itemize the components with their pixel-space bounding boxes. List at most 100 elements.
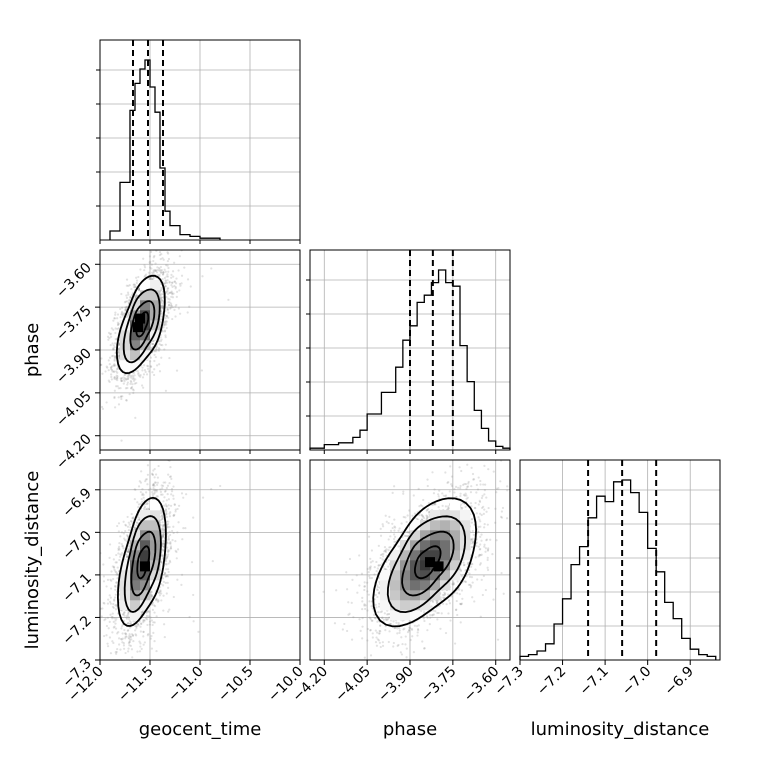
sample-point (135, 634, 138, 637)
sample-point (115, 553, 118, 557)
sample-point (168, 475, 172, 478)
sample-point (167, 301, 170, 304)
sample-point (119, 637, 123, 641)
sample-point (119, 648, 122, 651)
sample-point (125, 294, 128, 297)
sample-point (117, 530, 120, 533)
sample-point (105, 401, 108, 404)
sample-point (160, 293, 163, 296)
sample-point (160, 514, 164, 517)
sample-point (127, 376, 130, 379)
sample-point (146, 364, 149, 367)
sample-point (127, 647, 130, 650)
sample-point (167, 520, 170, 523)
sample-point (153, 268, 156, 272)
sample-point (161, 278, 164, 281)
sample-point (139, 375, 142, 378)
sample-point (166, 292, 170, 295)
sample-point (151, 472, 154, 475)
sample-point (141, 376, 145, 379)
sample-point (160, 304, 163, 307)
sample-point (145, 478, 148, 481)
sample-point (166, 287, 169, 290)
sample-point (169, 545, 173, 548)
sample-point (152, 631, 155, 634)
sample-point (161, 516, 165, 519)
sample-point (125, 616, 128, 619)
sample-point (168, 530, 171, 533)
sample-point (165, 314, 168, 317)
sample-point (167, 610, 170, 613)
sample-point (108, 543, 112, 546)
sample-point (165, 505, 168, 508)
sample-point (182, 527, 185, 530)
sample-point (109, 343, 112, 347)
sample-point (123, 301, 127, 304)
sample-point (117, 322, 120, 325)
sample-point (153, 350, 156, 353)
sample-point (127, 642, 131, 645)
sample-point (174, 286, 177, 289)
sample-point (117, 552, 120, 555)
sample-point (132, 389, 135, 392)
sample-point (131, 634, 135, 637)
sample-point (150, 647, 154, 650)
sample-point (150, 250, 153, 253)
sample-point (161, 257, 164, 260)
sample-point (111, 365, 114, 368)
sample-point (137, 371, 140, 375)
sample-point (168, 559, 171, 563)
sample-point (111, 355, 114, 358)
sample-point (227, 298, 230, 301)
sample-point (174, 282, 178, 285)
sample-point (166, 264, 169, 267)
sample-point (210, 487, 213, 491)
sample-point (166, 259, 170, 263)
sample-point (170, 284, 173, 287)
sample-point (135, 381, 138, 385)
sample-point (135, 293, 138, 296)
sample-point (116, 385, 119, 388)
sample-point (153, 359, 156, 363)
sample-point (126, 386, 129, 390)
sample-point (133, 382, 137, 385)
sample-point (117, 631, 120, 634)
sample-point (162, 542, 166, 545)
sample-point (161, 298, 164, 302)
sample-point (159, 493, 163, 496)
sample-point (162, 545, 165, 548)
sample-point (143, 269, 146, 272)
sample-point (119, 555, 122, 558)
sample-point (130, 293, 134, 296)
sample-point (167, 252, 170, 255)
sample-point (135, 625, 138, 628)
sample-point (159, 560, 163, 564)
sample-point (170, 487, 174, 491)
sample-point (164, 285, 167, 288)
sample-point (170, 490, 174, 493)
sample-point (127, 615, 130, 619)
sample-point (162, 523, 165, 527)
sample-point (146, 623, 149, 627)
sample-point (150, 595, 153, 599)
sample-point (164, 389, 168, 392)
sample-point (116, 375, 119, 378)
sample-point (161, 530, 165, 533)
sample-point (100, 357, 103, 360)
sample-point (160, 338, 163, 341)
sample-point (162, 523, 165, 527)
sample-point (164, 572, 167, 575)
sample-point (127, 629, 130, 632)
sample-point (128, 374, 131, 377)
sample-point (101, 607, 104, 610)
sample-point (130, 512, 133, 516)
sample-point (119, 316, 122, 319)
sample-point (117, 549, 120, 552)
sample-point (135, 627, 138, 630)
sample-point (160, 253, 163, 256)
sample-point (162, 580, 165, 583)
sample-point (167, 303, 171, 307)
sample-point (115, 561, 118, 564)
sample-point (113, 376, 116, 379)
